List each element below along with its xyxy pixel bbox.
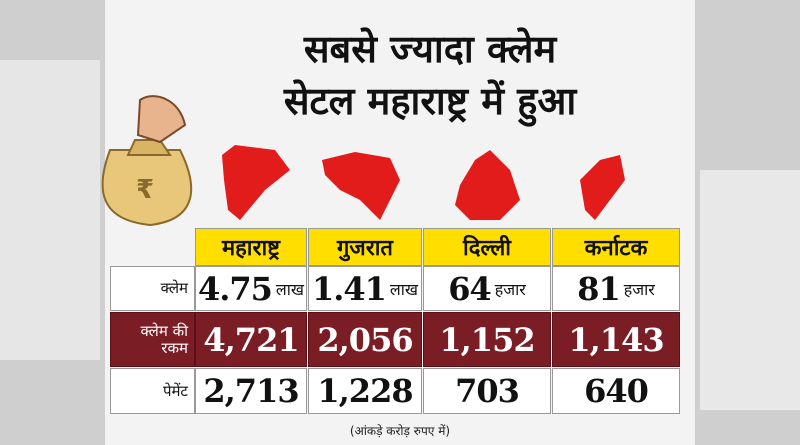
- cell-value: 703: [455, 372, 520, 410]
- cell-value: 4,721: [203, 320, 299, 359]
- table-cell: 1,228: [308, 368, 422, 414]
- table-cell: 703: [423, 368, 551, 414]
- cell-value: 2,713: [203, 372, 299, 410]
- cell-value: 64: [448, 269, 492, 308]
- bg-blur: [700, 170, 800, 410]
- cell-value: 4.75: [197, 269, 273, 308]
- cell-value: 640: [584, 372, 649, 410]
- table-cell: 1,143: [552, 312, 680, 367]
- table-cell: 640: [552, 368, 680, 414]
- cell-unit: लाख: [275, 279, 305, 299]
- row-label: क्लेम: [110, 266, 195, 311]
- cell-value: 1,228: [317, 372, 413, 410]
- map-karnataka: [580, 155, 625, 220]
- table-cell: 2,713: [195, 368, 307, 414]
- money-bag: ₹: [101, 95, 193, 227]
- cell-unit: हजार: [623, 279, 655, 299]
- cell-value: 1.41: [311, 269, 387, 308]
- map-maharashtra: [222, 145, 290, 220]
- column-header: कर्नाटक: [552, 228, 680, 266]
- note: (आंकड़े करोड़ रुपए में): [349, 424, 451, 438]
- table-cell: 1,152: [423, 312, 551, 367]
- column-header: दिल्ली: [423, 228, 551, 266]
- bg-blur: [0, 60, 100, 360]
- cell-unit: हजार: [494, 279, 526, 299]
- illustrations: ₹: [101, 95, 625, 227]
- table-cell: 1.41 लाख: [308, 266, 422, 311]
- title-line: सबसे ज्यादा क्लेम: [303, 27, 557, 71]
- table-cell: 4,721: [195, 312, 307, 367]
- cell-unit: लाख: [389, 279, 419, 299]
- map-delhi: [455, 150, 520, 220]
- cell-value: 81: [577, 269, 621, 308]
- cell-value: 1,152: [439, 320, 535, 359]
- table-cell: 64 हजार: [423, 266, 551, 311]
- cell-value: 2,056: [317, 320, 413, 359]
- table-cell: 81 हजार: [552, 266, 680, 311]
- title-line: सेटल महाराष्ट्र में हुआ: [283, 79, 577, 123]
- table-cell: 4.75 लाख: [195, 266, 307, 311]
- table-cell: 2,056: [308, 312, 422, 367]
- column-header: गुजरात: [308, 228, 422, 266]
- row-label: क्लेम की रकम: [110, 312, 195, 367]
- row-label: पेमेंट: [110, 368, 195, 414]
- column-header: महाराष्ट्र: [195, 228, 307, 266]
- map-gujarat: [322, 152, 400, 220]
- svg-text:₹: ₹: [136, 175, 154, 205]
- cell-value: 1,143: [568, 320, 664, 359]
